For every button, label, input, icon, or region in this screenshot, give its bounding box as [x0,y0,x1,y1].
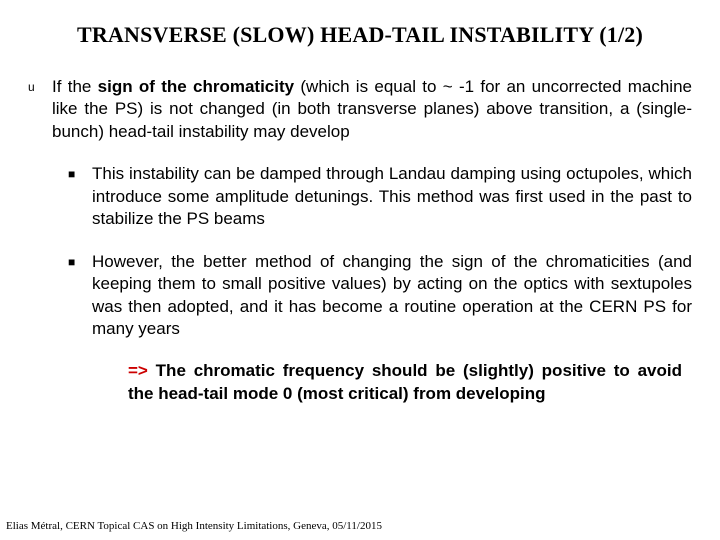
main-bullet-row: u If the sign of the chromaticity (which… [28,76,692,143]
sub-bullet-row-1: ■ This instability can be damped through… [68,163,692,230]
main-paragraph: If the sign of the chromaticity (which i… [52,76,692,143]
bullet-u-icon: u [28,76,52,98]
arrow-icon: => [128,361,148,380]
square-bullet-icon: ■ [68,251,92,273]
conclusion: => The chromatic frequency should be (sl… [128,360,682,405]
sub-paragraph-1: This instability can be damped through L… [92,163,692,230]
main-text-bold: sign of the chromaticity [98,77,294,96]
square-bullet-icon: ■ [68,163,92,185]
sub-paragraph-2: However, the better method of changing t… [92,251,692,341]
slide: TRANSVERSE (SLOW) HEAD-TAIL INSTABILITY … [0,0,720,540]
conclusion-text: The chromatic frequency should be (sligh… [128,361,682,402]
footer-text: Elias Métral, CERN Topical CAS on High I… [6,520,382,532]
main-text-pre: If the [52,77,98,96]
sub-bullet-row-2: ■ However, the better method of changing… [68,251,692,341]
slide-title: TRANSVERSE (SLOW) HEAD-TAIL INSTABILITY … [28,22,692,48]
